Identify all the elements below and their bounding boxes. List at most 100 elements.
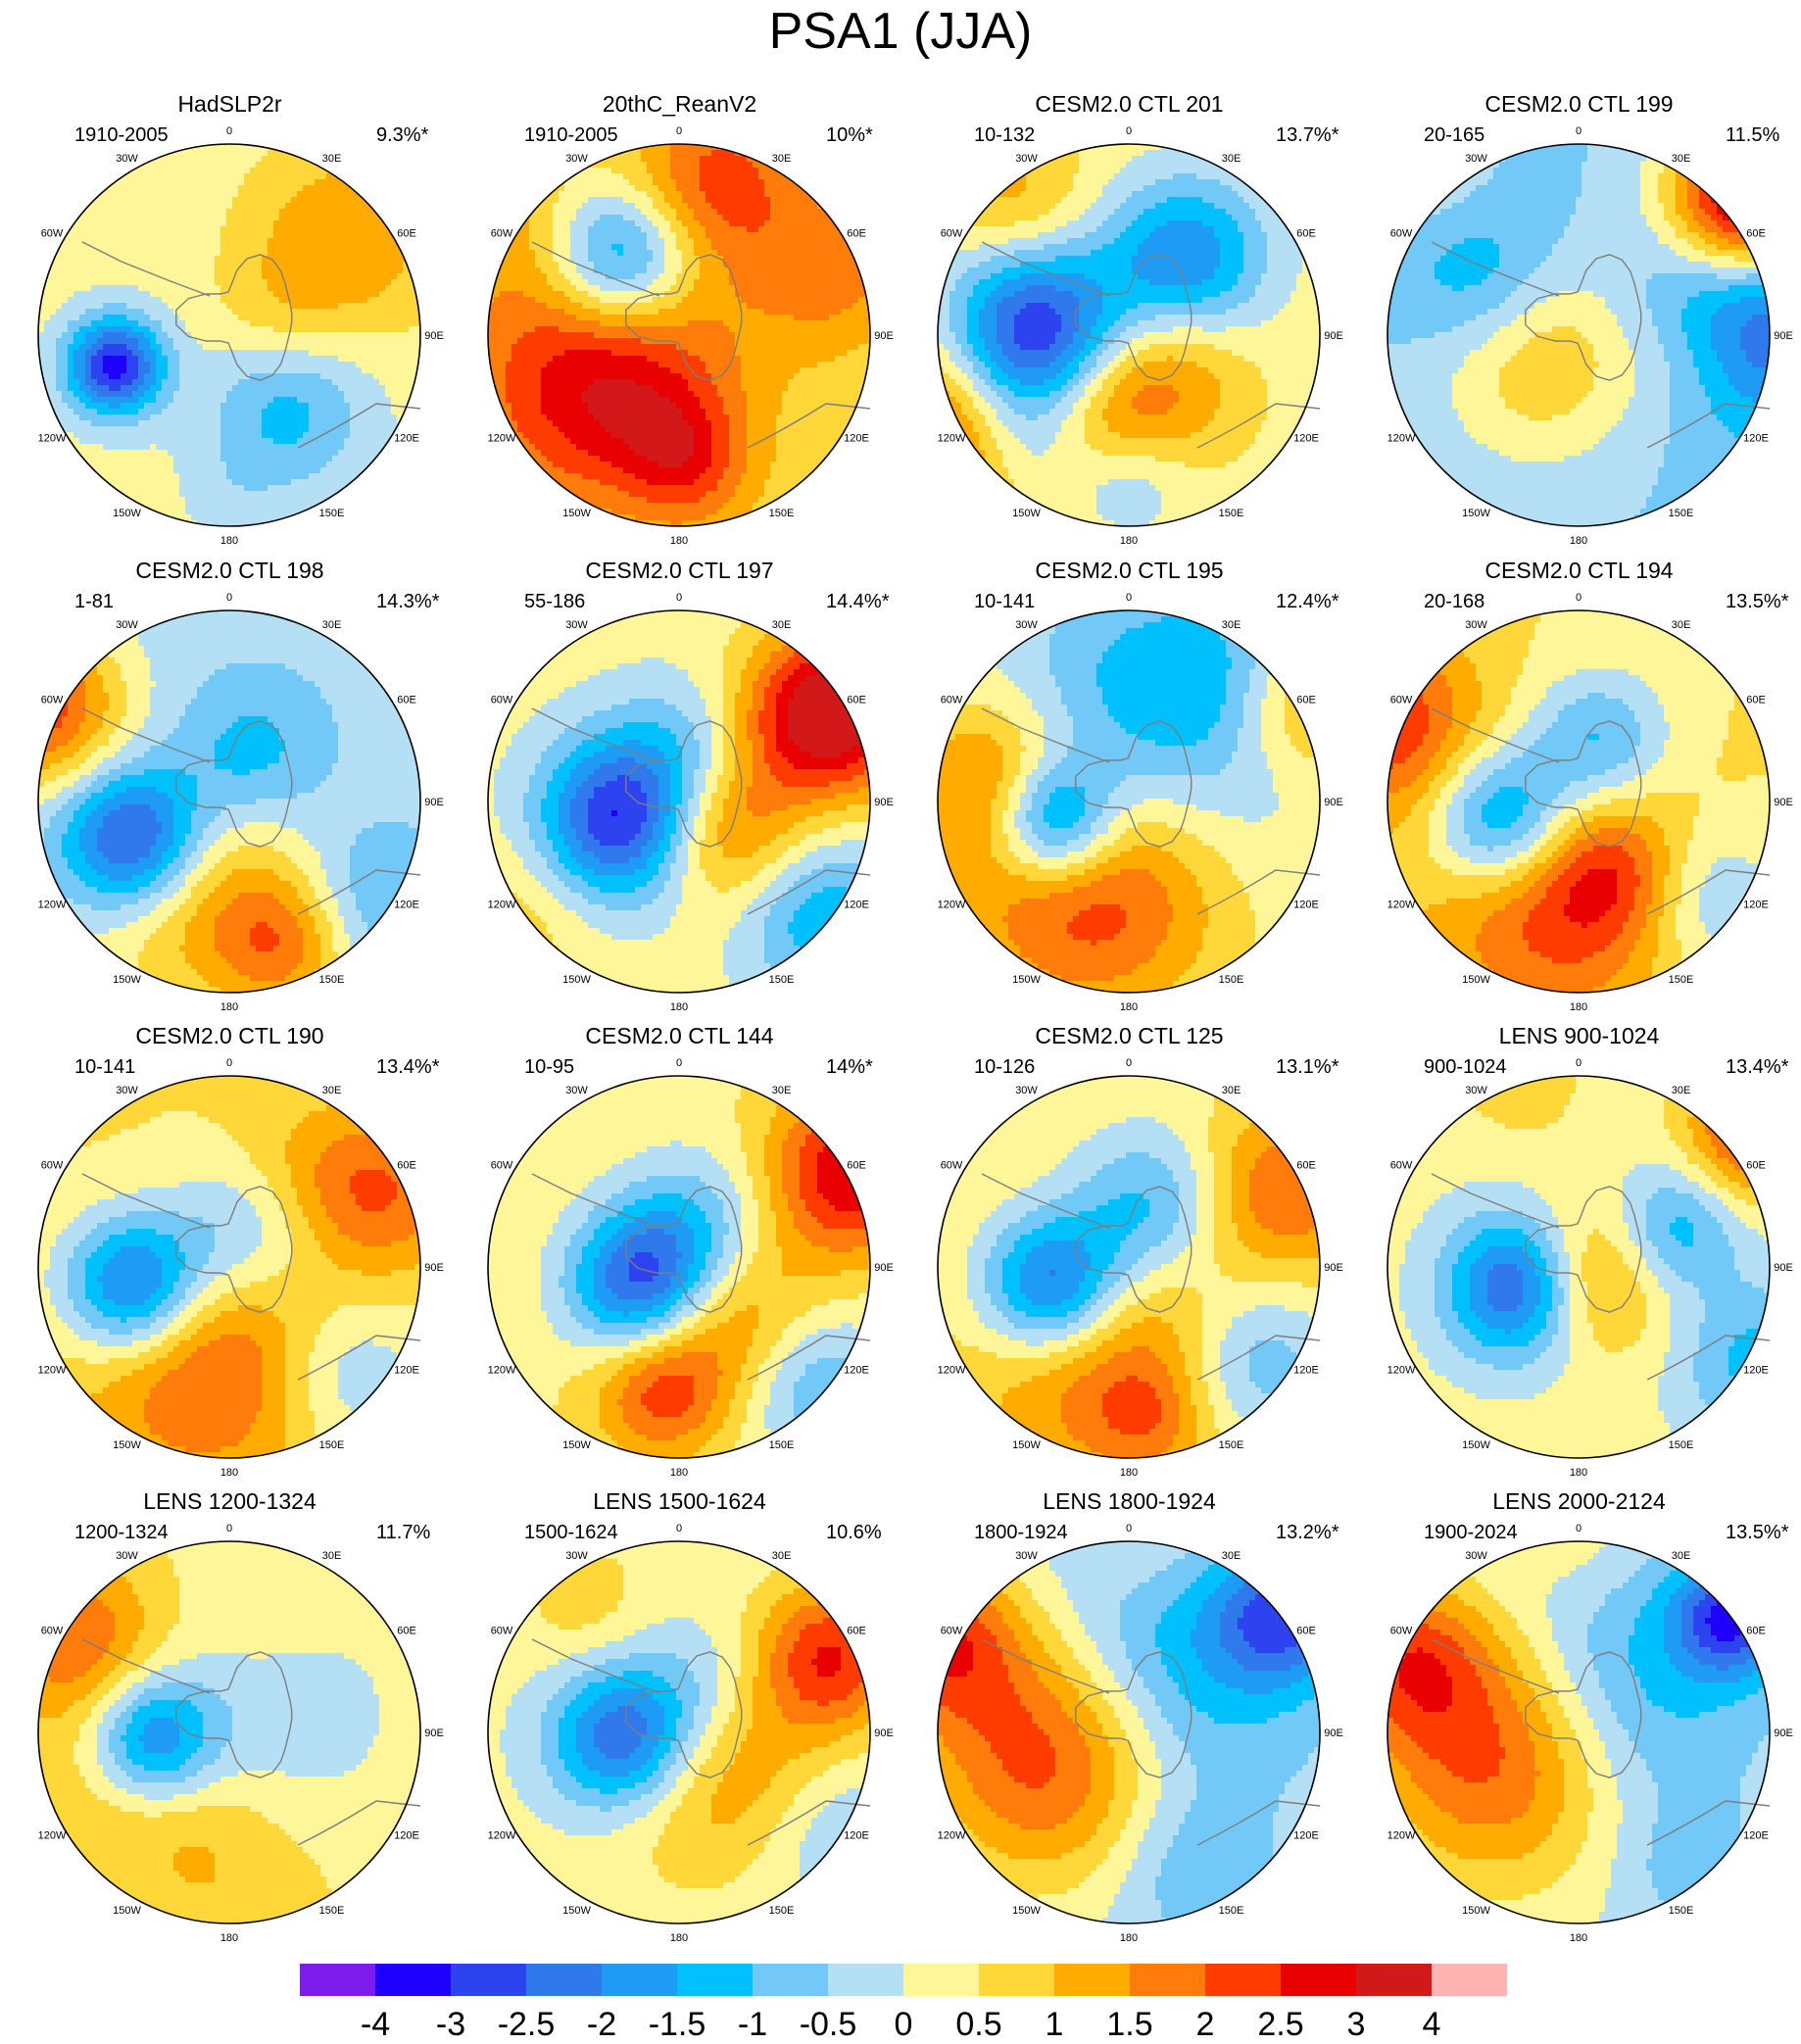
- longitude-label: 60E: [1746, 695, 1766, 706]
- australia-coastline: [747, 403, 871, 449]
- longitude-label: 180: [670, 535, 688, 547]
- panel-title: LENS 1500-1624: [455, 1487, 904, 1515]
- longitude-label: 150W: [1462, 1439, 1490, 1451]
- longitude-label: 120E: [394, 900, 419, 911]
- longitude-label: 0: [676, 125, 682, 137]
- colorbar-label: -2.5: [498, 2006, 556, 2043]
- field-cells: [38, 610, 420, 993]
- longitude-label: 180: [220, 1467, 238, 1479]
- longitude-label: 60E: [397, 228, 416, 240]
- polar-map: 030E60E90E120E150E180150W120W90W60W30W: [937, 1523, 1343, 1944]
- field-cells: [938, 1076, 1320, 1458]
- map-border: [37, 609, 421, 994]
- australia-coastline: [1646, 403, 1771, 449]
- longitude-label: 30E: [1222, 153, 1241, 165]
- longitude-label: 150W: [113, 1905, 141, 1917]
- panel-years: 1910-2005: [524, 123, 618, 147]
- longitude-label: 30E: [1222, 1085, 1241, 1096]
- map-border: [937, 1540, 1321, 1924]
- longitude-label: 150E: [769, 1439, 795, 1451]
- longitude-label: 180: [1120, 535, 1138, 547]
- south-america-coastline: [1431, 1173, 1560, 1229]
- longitude-label: 180: [1120, 1932, 1138, 1944]
- colorbar-label: 2.5: [1257, 2006, 1303, 2043]
- australia-coastline: [297, 403, 421, 449]
- colorbar-swatch: [1054, 1964, 1130, 1996]
- longitude-label: 120W: [38, 1365, 67, 1377]
- longitude-label: 0: [676, 1523, 682, 1534]
- panel-years: 1910-2005: [74, 123, 169, 147]
- longitude-label: 90E: [874, 1728, 894, 1739]
- longitude-label: 120W: [938, 1365, 966, 1377]
- longitude-label: 0: [1576, 1523, 1582, 1534]
- longitude-label: 180: [670, 1932, 688, 1944]
- panel-variance: 13.7%*: [1276, 123, 1339, 147]
- australia-coastline: [1646, 869, 1771, 915]
- panel-variance: 9.3%*: [376, 123, 428, 147]
- longitude-label: 60E: [397, 1160, 416, 1172]
- longitude-label: 60W: [941, 1626, 963, 1637]
- longitude-label: 60W: [491, 695, 513, 706]
- longitude-label: 150E: [1219, 974, 1244, 986]
- polar-map: 030E60E90E120E150E180150W120W90W60W30W: [487, 125, 894, 547]
- longitude-label: 30W: [1465, 1085, 1487, 1096]
- colorbar-swatch: [1432, 1964, 1507, 1996]
- map-panel: LENS 1800-1924 1800-1924 13.2%* 0 30E 60E 90E 1…: [937, 1487, 1387, 1948]
- longitude-label: 0: [676, 592, 682, 604]
- colorbar-swatch: [1356, 1964, 1432, 1996]
- longitude-label: 90E: [424, 330, 444, 342]
- map-border: [937, 1075, 1321, 1459]
- australia-coastline: [297, 1800, 421, 1846]
- polar-map: 030E60E90E120E150E180150W120W90W60W30W: [37, 592, 444, 1013]
- longitude-label: 30E: [1672, 1085, 1691, 1096]
- longitude-label: 150W: [113, 974, 141, 986]
- longitude-label: 30W: [565, 619, 588, 631]
- panel-title: CESM2.0 CTL 199: [1354, 90, 1801, 118]
- field-cells: [38, 144, 420, 526]
- panel-variance: 10%*: [826, 123, 873, 147]
- longitude-label: 150W: [562, 1439, 591, 1451]
- colorbar-label: 1.5: [1106, 2006, 1152, 2043]
- longitude-label: 180: [220, 535, 238, 547]
- longitude-label: 120W: [488, 900, 516, 911]
- colorbar-swatch: [1130, 1964, 1205, 1996]
- panel-title: CESM2.0 CTL 125: [904, 1022, 1354, 1049]
- field-cells: [38, 1076, 420, 1458]
- longitude-label: 30W: [1465, 153, 1487, 165]
- panel-title: CESM2.0 CTL 198: [5, 557, 455, 584]
- longitude-label: 30W: [565, 153, 588, 165]
- longitude-label: 60E: [847, 1160, 866, 1172]
- colorbar-label: 0: [895, 2006, 913, 2043]
- panel-variance: 14%*: [826, 1055, 873, 1079]
- longitude-label: 120E: [1743, 433, 1769, 445]
- colorbar-swatch: [451, 1964, 526, 1996]
- map-border: [937, 609, 1321, 994]
- polar-map: 030E60E90E120E150E180150W120W90W60W30W: [37, 1057, 444, 1479]
- longitude-label: 60W: [41, 1160, 64, 1172]
- south-america-coastline: [81, 707, 211, 763]
- longitude-label: 30W: [565, 1550, 588, 1562]
- panel-years: 10-126: [974, 1055, 1035, 1079]
- panel-years: 10-132: [974, 123, 1035, 147]
- field-cells: [488, 144, 870, 526]
- longitude-label: 150W: [1012, 974, 1041, 986]
- longitude-label: 150E: [319, 1905, 345, 1917]
- longitude-label: 60E: [1746, 228, 1766, 240]
- longitude-label: 30W: [1015, 153, 1038, 165]
- longitude-label: 120E: [1743, 1365, 1769, 1377]
- longitude-label: 30W: [565, 1085, 588, 1096]
- longitude-label: 60W: [41, 228, 64, 240]
- longitude-label: 150E: [1669, 508, 1694, 519]
- south-america-coastline: [981, 1173, 1110, 1229]
- colorbar-swatch: [526, 1964, 602, 1996]
- longitude-label: 30E: [322, 619, 342, 631]
- panel-title: CESM2.0 CTL 194: [1354, 557, 1801, 584]
- south-america-coastline: [531, 1638, 660, 1694]
- map-panel: CESM2.0 CTL 125 10-126 13.1%* 0 30E 60E 90E 120…: [937, 1022, 1387, 1483]
- panel-years: 20-168: [1424, 590, 1485, 613]
- polar-map: 030E60E90E120E150E180150W120W90W60W30W: [937, 592, 1343, 1013]
- map-panel: CESM2.0 CTL 201 10-132 13.7%* 0 30E 60E 90E 120…: [937, 90, 1387, 551]
- main-title: PSA1 (JJA): [0, 0, 1801, 61]
- longitude-label: 180: [1120, 1001, 1138, 1013]
- longitude-label: 60W: [1390, 1160, 1413, 1172]
